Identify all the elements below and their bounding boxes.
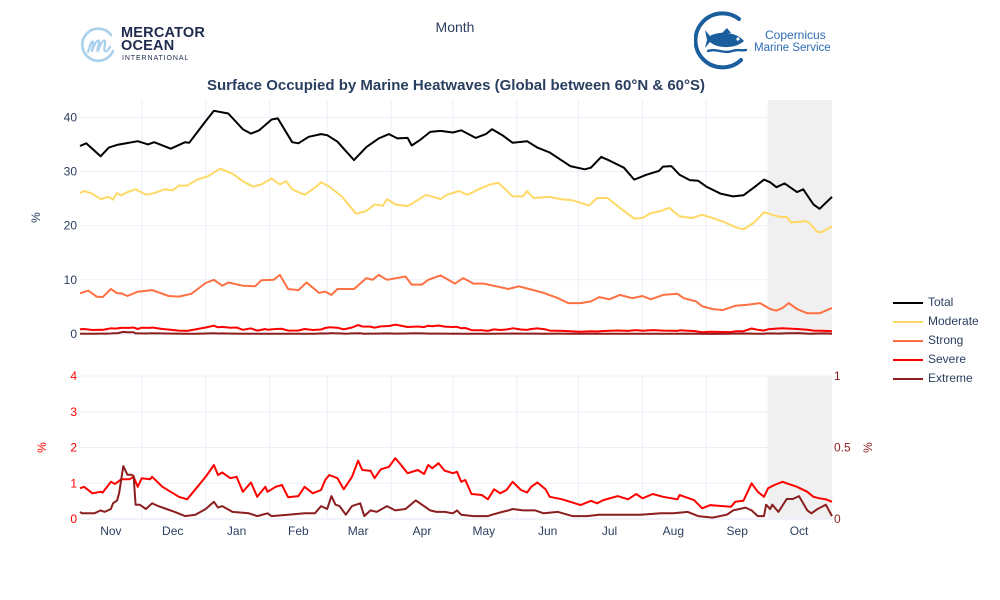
copernicus-logo-line2: Marine Service [754, 42, 831, 54]
y-left-axis-title: % [29, 212, 43, 223]
mercator-logo-line3: INTERNATIONAL [122, 55, 190, 62]
copernicus-logo-line1: Copernicus [765, 28, 826, 42]
legend-label: Severe [928, 352, 967, 366]
legend-item-extreme[interactable]: Extreme [893, 370, 998, 389]
y-left-tick-label: 30 [64, 164, 78, 178]
y-left-tick-label: 40 [64, 110, 78, 124]
legend-item-total[interactable]: Total [893, 294, 998, 313]
x-tick-label: Jan [227, 524, 246, 538]
x-tick-label: Dec [162, 524, 183, 538]
copernicus-marine-logo: Copernicus Marine Service [694, 10, 844, 70]
x-tick-label: Apr [413, 524, 432, 538]
legend-item-moderate[interactable]: Moderate [893, 313, 998, 332]
x-axis-title: Month [435, 19, 475, 35]
x-tick-label: Nov [100, 524, 121, 538]
shaded-region [768, 100, 832, 335]
legend-label: Moderate [928, 314, 979, 328]
x-tick-label: Aug [663, 524, 684, 538]
y-left-tick-label: 4 [70, 369, 77, 383]
legend-label: Extreme [928, 371, 973, 385]
y-left-tick-label: 1 [70, 476, 77, 490]
series-line-strong [79, 273, 833, 315]
y-left-tick-label: 0 [70, 512, 77, 526]
copernicus-fish-icon [694, 11, 748, 70]
series-line-extreme [79, 330, 833, 335]
y-left-tick-label: 3 [70, 405, 77, 419]
mercator-logo-line1: MERCATOR [121, 25, 206, 41]
y-left-axis-title: % [35, 442, 49, 453]
series-line-total [79, 109, 833, 210]
legend: Total Moderate Strong Severe Extreme [893, 294, 998, 389]
legend-swatch [893, 359, 923, 361]
legend-item-strong[interactable]: Strong [893, 332, 998, 351]
legend-label: Strong [928, 333, 964, 347]
x-tick-label: Mar [348, 524, 369, 538]
series-line-extreme [79, 465, 833, 519]
mercator-ocean-logo: MERCATOR OCEAN INTERNATIONAL [78, 24, 208, 66]
legend-swatch [893, 302, 923, 304]
legend-label: Total [928, 295, 954, 309]
series-line-moderate [79, 167, 833, 234]
y-left-tick-label: 2 [70, 441, 77, 455]
x-tick-label: Jun [538, 524, 557, 538]
panel-severe-extreme: 0 1 2 3 4% 0 0.5 1% Nov Dec Jan Feb Mar Apr May Jun Jul A… [35, 369, 875, 538]
x-tick-label: Jul [602, 524, 617, 538]
series-line-severe [79, 323, 833, 334]
x-tick-label: May [472, 524, 495, 538]
legend-swatch [893, 340, 923, 342]
y-left-tick-label: 20 [64, 219, 78, 233]
y-right-tick-label: 1 [834, 369, 841, 383]
legend-swatch [893, 321, 923, 323]
x-tick-label: Oct [790, 524, 809, 538]
chart-title: Surface Occupied by Marine Heatwaves (Gl… [207, 77, 705, 94]
y-right-tick-label: 0.5 [834, 441, 851, 455]
legend-item-severe[interactable]: Severe [893, 351, 998, 370]
y-right-axis-title: % [861, 442, 875, 453]
series-line-severe [79, 457, 833, 510]
panel-all-categories: 0 10 20 30 40% [29, 100, 833, 341]
mercator-m-icon [81, 27, 115, 62]
legend-swatch [893, 378, 923, 380]
x-tick-label: Sep [727, 524, 749, 538]
y-right-tick-label: 0 [834, 512, 841, 526]
plot-area [80, 100, 832, 335]
y-left-tick-label: 10 [64, 273, 78, 287]
mercator-logo-line2: OCEAN [121, 38, 175, 54]
x-tick-label: Feb [288, 524, 309, 538]
y-left-tick-label: 0 [70, 327, 77, 341]
